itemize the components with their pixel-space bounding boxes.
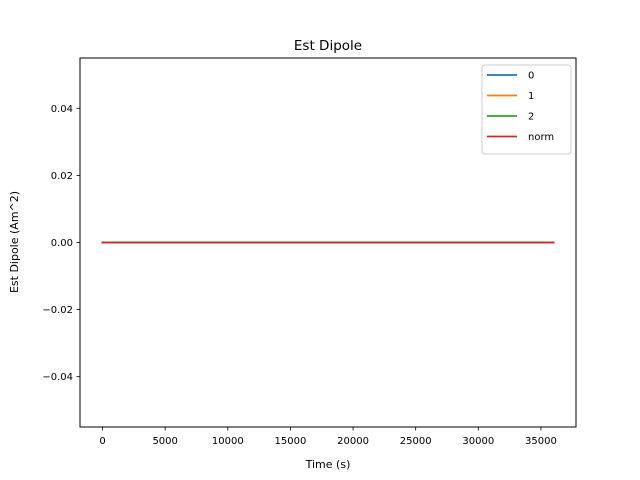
legend-label-1: 1 (528, 91, 534, 102)
legend: 0 1 2 norm (481, 64, 572, 155)
legend-label-norm: norm (528, 132, 554, 143)
y-tick-label: 0.04 (51, 104, 73, 115)
y-tick-label: 0.00 (51, 238, 73, 249)
x-tick-label: 25000 (400, 436, 432, 447)
x-tick-label: 15000 (275, 436, 307, 447)
x-tick-label: 20000 (337, 436, 369, 447)
x-tick-label: 5000 (152, 436, 177, 447)
x-axis-label: Time (s) (305, 458, 351, 471)
x-tick-label: 35000 (525, 436, 557, 447)
y-tick-label: −0.04 (42, 372, 73, 383)
y-tick-label: 0.02 (51, 171, 73, 182)
y-axis-label: Est Dipole (Am^2) (8, 191, 21, 293)
x-tick-label: 10000 (212, 436, 244, 447)
y-axis: −0.04 −0.02 0.00 0.02 0.04 (42, 104, 80, 383)
legend-box (481, 64, 572, 155)
x-tick-label: 0 (99, 436, 105, 447)
legend-label-2: 2 (528, 112, 534, 123)
y-tick-label: −0.02 (42, 305, 73, 316)
x-axis: 0 5000 10000 15000 20000 25000 30000 35000 (99, 427, 557, 447)
legend-label-0: 0 (528, 71, 534, 82)
chart-title: Est Dipole (294, 38, 362, 54)
x-tick-label: 30000 (462, 436, 494, 447)
